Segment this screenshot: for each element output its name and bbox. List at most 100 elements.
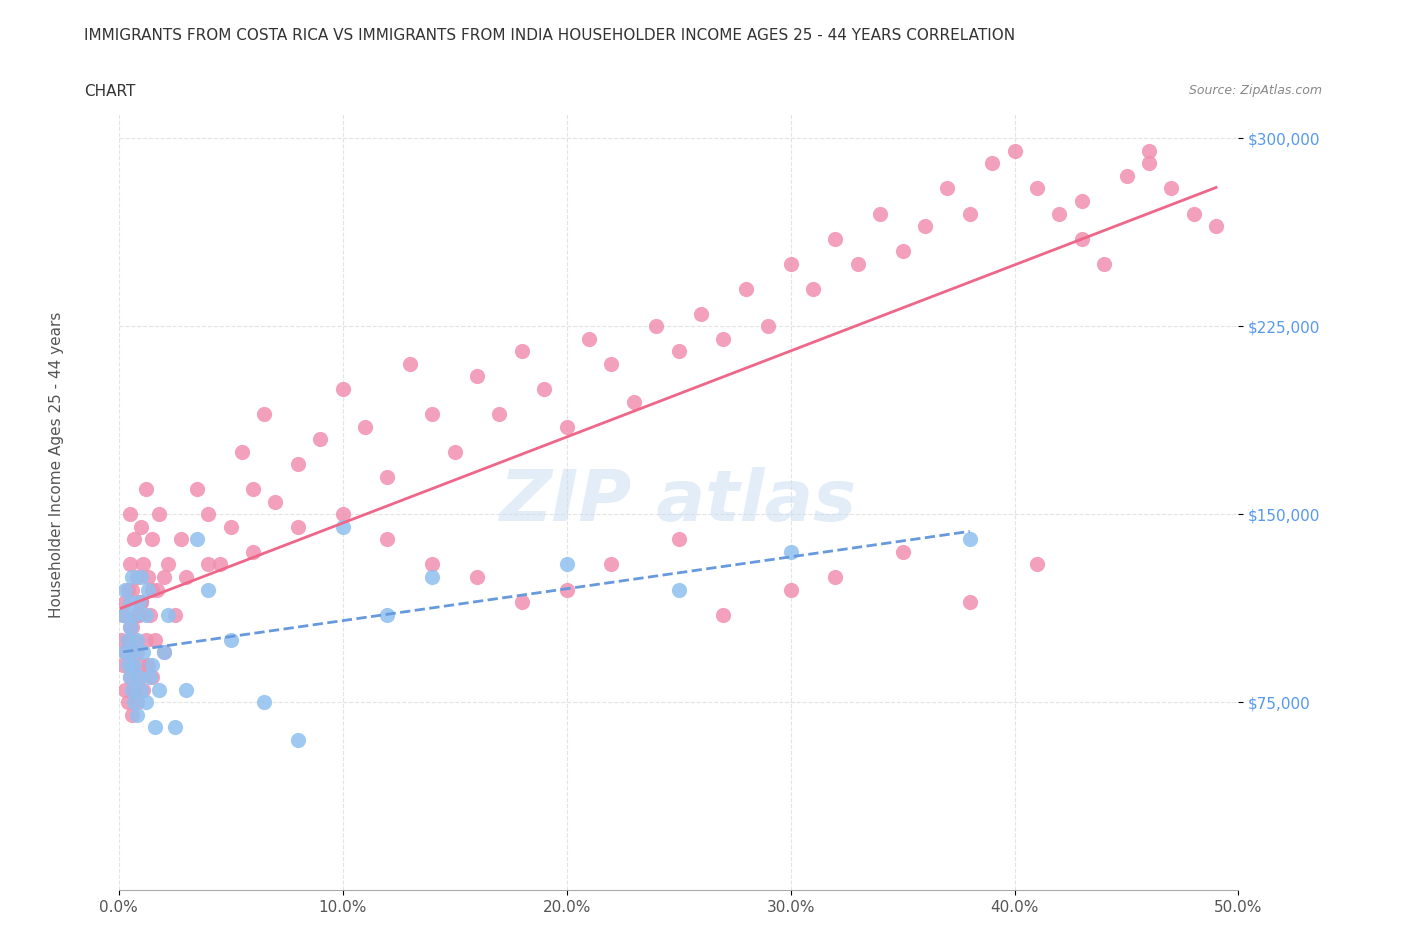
Point [174, 683, 197, 698]
Point [114, 582, 136, 597]
Point [129, 658, 152, 672]
Point [124, 607, 146, 622]
Point [332, 520, 354, 535]
Point [128, 594, 150, 609]
Point [420, 557, 443, 572]
Point [117, 632, 139, 647]
Point [779, 544, 801, 559]
Point [668, 532, 690, 547]
Point [600, 356, 623, 371]
Point [124, 532, 146, 547]
Point [186, 532, 208, 547]
Point [465, 369, 488, 384]
Point [600, 557, 623, 572]
Point [197, 557, 219, 572]
Point [420, 569, 443, 584]
Point [118, 619, 141, 634]
Point [1025, 557, 1047, 572]
Point [488, 406, 510, 421]
Point [128, 670, 150, 684]
Point [891, 544, 914, 559]
Point [139, 607, 162, 622]
Point [156, 557, 179, 572]
Point [186, 482, 208, 497]
Point [668, 344, 690, 359]
Point [1182, 206, 1205, 221]
Point [124, 632, 146, 647]
Text: IMMIGRANTS FROM COSTA RICA VS IMMIGRANTS FROM INDIA HOUSEHOLDER INCOME AGES 25 -: IMMIGRANTS FROM COSTA RICA VS IMMIGRANTS… [84, 28, 1015, 43]
Point [121, 708, 143, 723]
Point [112, 658, 135, 672]
Point [129, 520, 152, 535]
Point [1115, 168, 1137, 183]
Point [112, 607, 135, 622]
Point [354, 419, 377, 434]
Point [399, 356, 422, 371]
Point [555, 582, 578, 597]
Point [377, 470, 399, 485]
Point [1160, 181, 1182, 196]
Point [118, 507, 141, 522]
Point [332, 507, 354, 522]
Point [135, 632, 157, 647]
Point [112, 607, 135, 622]
Point [132, 683, 155, 698]
Point [132, 644, 155, 659]
Point [141, 532, 163, 547]
Point [141, 582, 163, 597]
Point [118, 594, 141, 609]
Point [713, 607, 735, 622]
Point [117, 695, 139, 710]
Point [124, 683, 146, 698]
Point [1092, 257, 1115, 272]
Point [121, 569, 143, 584]
Point [170, 532, 193, 547]
Point [801, 281, 824, 296]
Point [121, 683, 143, 698]
Point [197, 507, 219, 522]
Point [152, 644, 174, 659]
Point [118, 670, 141, 684]
Point [264, 495, 287, 510]
Point [734, 281, 756, 296]
Point [242, 482, 264, 497]
Point [136, 658, 159, 672]
Point [152, 644, 174, 659]
Point [645, 319, 668, 334]
Point [779, 582, 801, 597]
Point [129, 594, 152, 609]
Point [121, 658, 143, 672]
Point [156, 607, 179, 622]
Point [533, 381, 555, 396]
Point [779, 257, 801, 272]
Point [208, 557, 231, 572]
Point [125, 569, 148, 584]
Point [117, 658, 139, 672]
Point [118, 619, 141, 634]
Point [117, 632, 139, 647]
Point [623, 394, 645, 409]
Point [443, 445, 465, 459]
Point [510, 344, 533, 359]
Point [114, 683, 136, 698]
Text: ZIP atlas: ZIP atlas [501, 467, 858, 537]
Point [135, 607, 157, 622]
Point [231, 445, 253, 459]
Legend: Immigrants from Costa Rica, Immigrants from India: Immigrants from Costa Rica, Immigrants f… [353, 928, 893, 930]
Point [174, 569, 197, 584]
Point [114, 594, 136, 609]
Point [287, 520, 309, 535]
Point [1205, 219, 1227, 233]
Point [124, 695, 146, 710]
Point [152, 569, 174, 584]
Point [110, 632, 132, 647]
Point [121, 582, 143, 597]
Point [141, 658, 163, 672]
Point [555, 419, 578, 434]
Point [959, 532, 981, 547]
Point [136, 582, 159, 597]
Point [891, 244, 914, 259]
Point [132, 557, 155, 572]
Point [1004, 143, 1026, 158]
Point [125, 632, 148, 647]
